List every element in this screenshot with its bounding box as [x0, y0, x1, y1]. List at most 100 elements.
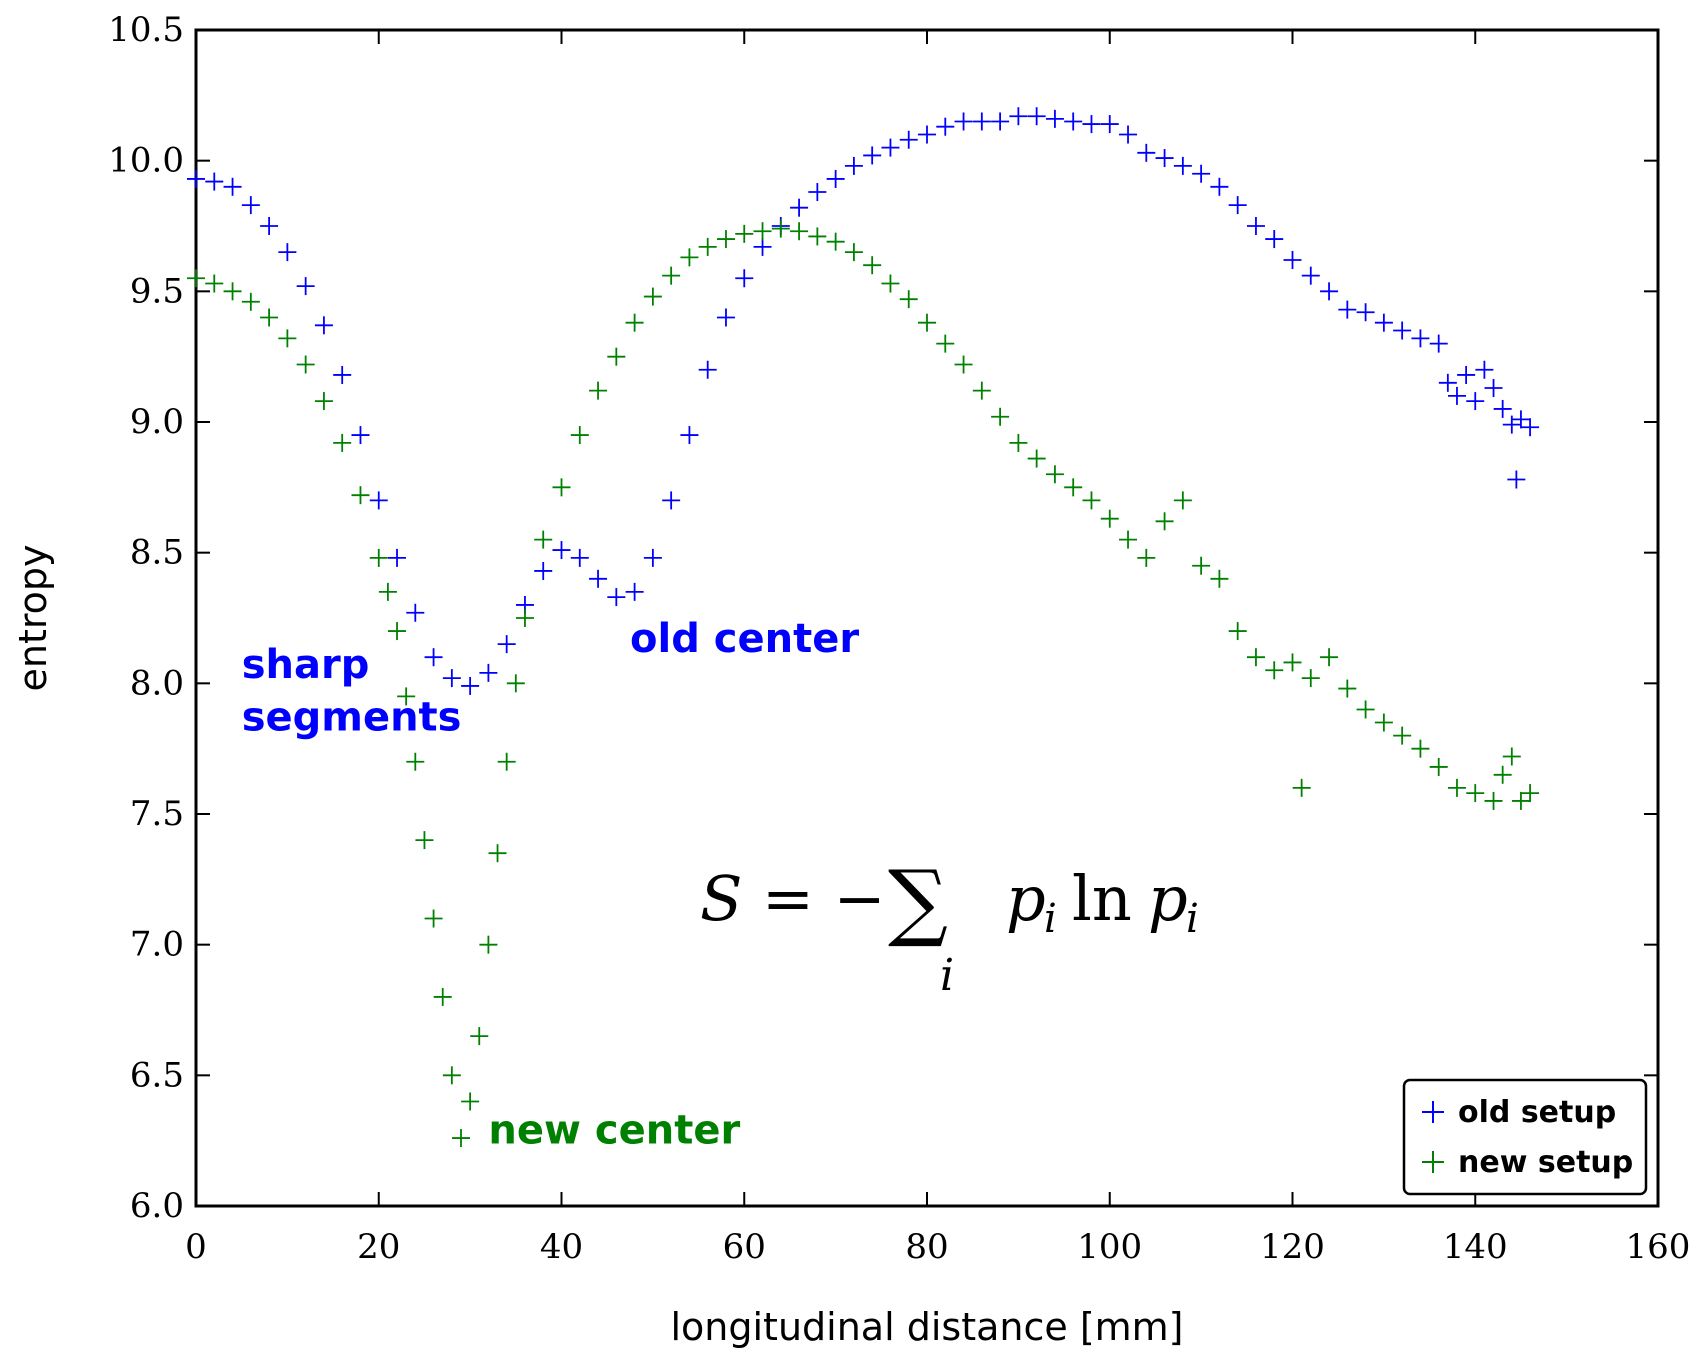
point-new-setup	[680, 248, 699, 267]
point-new-setup	[515, 609, 534, 627]
x-tick-label: 20	[357, 1227, 400, 1267]
point-old-setup	[223, 177, 242, 196]
point-new-setup	[369, 548, 388, 567]
formula: S = − ∑ i p i ln p i	[700, 852, 1199, 1001]
point-new-setup	[470, 1027, 489, 1046]
point-old-setup	[1283, 250, 1302, 269]
point-new-setup	[1246, 648, 1265, 667]
point-new-setup	[790, 222, 809, 241]
formula-lhs: S	[700, 862, 742, 935]
point-old-setup	[1484, 379, 1503, 398]
point-old-setup	[1027, 107, 1046, 126]
point-new-setup	[881, 274, 900, 293]
point-new-setup	[1100, 509, 1119, 528]
x-tick-label: 140	[1443, 1227, 1508, 1267]
point-new-setup	[698, 237, 717, 256]
legend-label-new: new setup	[1458, 1145, 1633, 1180]
point-new-setup	[241, 292, 260, 311]
point-new-setup	[278, 329, 297, 348]
point-old-setup	[1356, 303, 1375, 322]
point-new-setup	[1027, 449, 1046, 468]
point-old-setup	[1192, 164, 1211, 183]
point-old-setup	[296, 277, 315, 296]
point-new-setup	[918, 313, 936, 332]
point-new-setup	[260, 308, 279, 327]
point-new-setup	[1429, 757, 1448, 776]
point-new-setup	[552, 478, 571, 497]
point-old-setup	[1393, 321, 1412, 340]
formula-term1: p	[1006, 862, 1046, 935]
point-old-setup	[552, 541, 571, 560]
point-old-setup	[1210, 177, 1229, 196]
y-axis-label: entropy	[11, 544, 55, 691]
point-old-setup	[1502, 415, 1521, 434]
point-old-setup	[314, 316, 333, 335]
point-new-setup	[415, 831, 434, 850]
legend-label-old: old setup	[1458, 1095, 1616, 1130]
point-new-setup	[625, 313, 644, 332]
point-new-setup	[1009, 433, 1028, 452]
point-new-setup	[1521, 784, 1540, 803]
formula-term2: p	[1148, 862, 1188, 935]
y-tick-label: 8.5	[130, 533, 184, 573]
point-new-setup	[1301, 669, 1320, 688]
point-new-setup	[1082, 491, 1101, 510]
point-old-setup	[406, 603, 425, 622]
point-old-setup	[753, 237, 772, 256]
point-old-setup	[716, 308, 735, 327]
point-old-setup	[241, 196, 260, 215]
point-old-setup	[844, 156, 863, 175]
point-old-setup	[1521, 418, 1540, 437]
y-tick-label: 9.5	[130, 271, 184, 311]
y-tick-label: 10.5	[108, 10, 184, 50]
legend-box	[1402, 1078, 1648, 1196]
x-tick-label: 40	[540, 1227, 583, 1267]
point-new-setup	[1374, 713, 1393, 732]
point-old-setup	[388, 548, 407, 567]
point-new-setup	[589, 381, 608, 400]
point-old-setup	[260, 217, 279, 235]
x-tick-label: 0	[185, 1227, 207, 1267]
point-new-setup	[607, 347, 626, 366]
point-old-setup	[369, 491, 388, 510]
tick-labels: 0 20 40 60 80 100 120 140 160 6.0 6.5 7.0 7.5 8.0 8.5 9…	[108, 10, 1690, 1267]
point-new-setup	[570, 426, 589, 445]
point-new-setup	[433, 987, 452, 1006]
point-new-setup	[388, 622, 407, 641]
point-old-setup	[534, 561, 553, 580]
point-new-setup	[314, 392, 333, 411]
annotation-label: segments	[242, 694, 462, 740]
point-new-setup	[1173, 491, 1192, 510]
point-new-setup	[1064, 478, 1083, 497]
formula-sign: = −	[762, 862, 886, 935]
plot-area	[194, 28, 1660, 1208]
point-new-setup	[1119, 530, 1138, 549]
point-new-setup	[662, 266, 681, 285]
point-old-setup	[1466, 392, 1485, 411]
point-new-setup	[1228, 622, 1247, 641]
point-old-setup	[1493, 399, 1512, 418]
point-new-setup	[753, 222, 772, 241]
point-old-setup	[1507, 470, 1526, 489]
formula-term2-sub: i	[1186, 896, 1199, 942]
point-old-setup	[1228, 196, 1247, 215]
point-old-setup	[442, 669, 461, 688]
point-old-setup	[936, 117, 955, 136]
annotation-label: sharp	[242, 642, 370, 688]
series-new-setup	[187, 219, 1540, 1148]
point-old-setup	[698, 360, 717, 379]
point-new-setup	[1292, 778, 1311, 797]
point-old-setup	[972, 112, 991, 131]
point-old-setup	[1173, 156, 1192, 175]
point-old-setup	[1246, 217, 1265, 235]
point-old-setup	[991, 112, 1010, 131]
point-new-setup	[771, 219, 790, 238]
point-new-setup	[1511, 791, 1530, 810]
x-tick-label: 160	[1626, 1227, 1691, 1267]
formula-sum-index: i	[940, 950, 954, 1001]
point-old-setup	[1429, 334, 1448, 353]
point-new-setup	[397, 687, 416, 706]
point-old-setup	[1475, 360, 1494, 379]
point-old-setup	[1447, 386, 1466, 405]
point-old-setup	[205, 172, 224, 191]
